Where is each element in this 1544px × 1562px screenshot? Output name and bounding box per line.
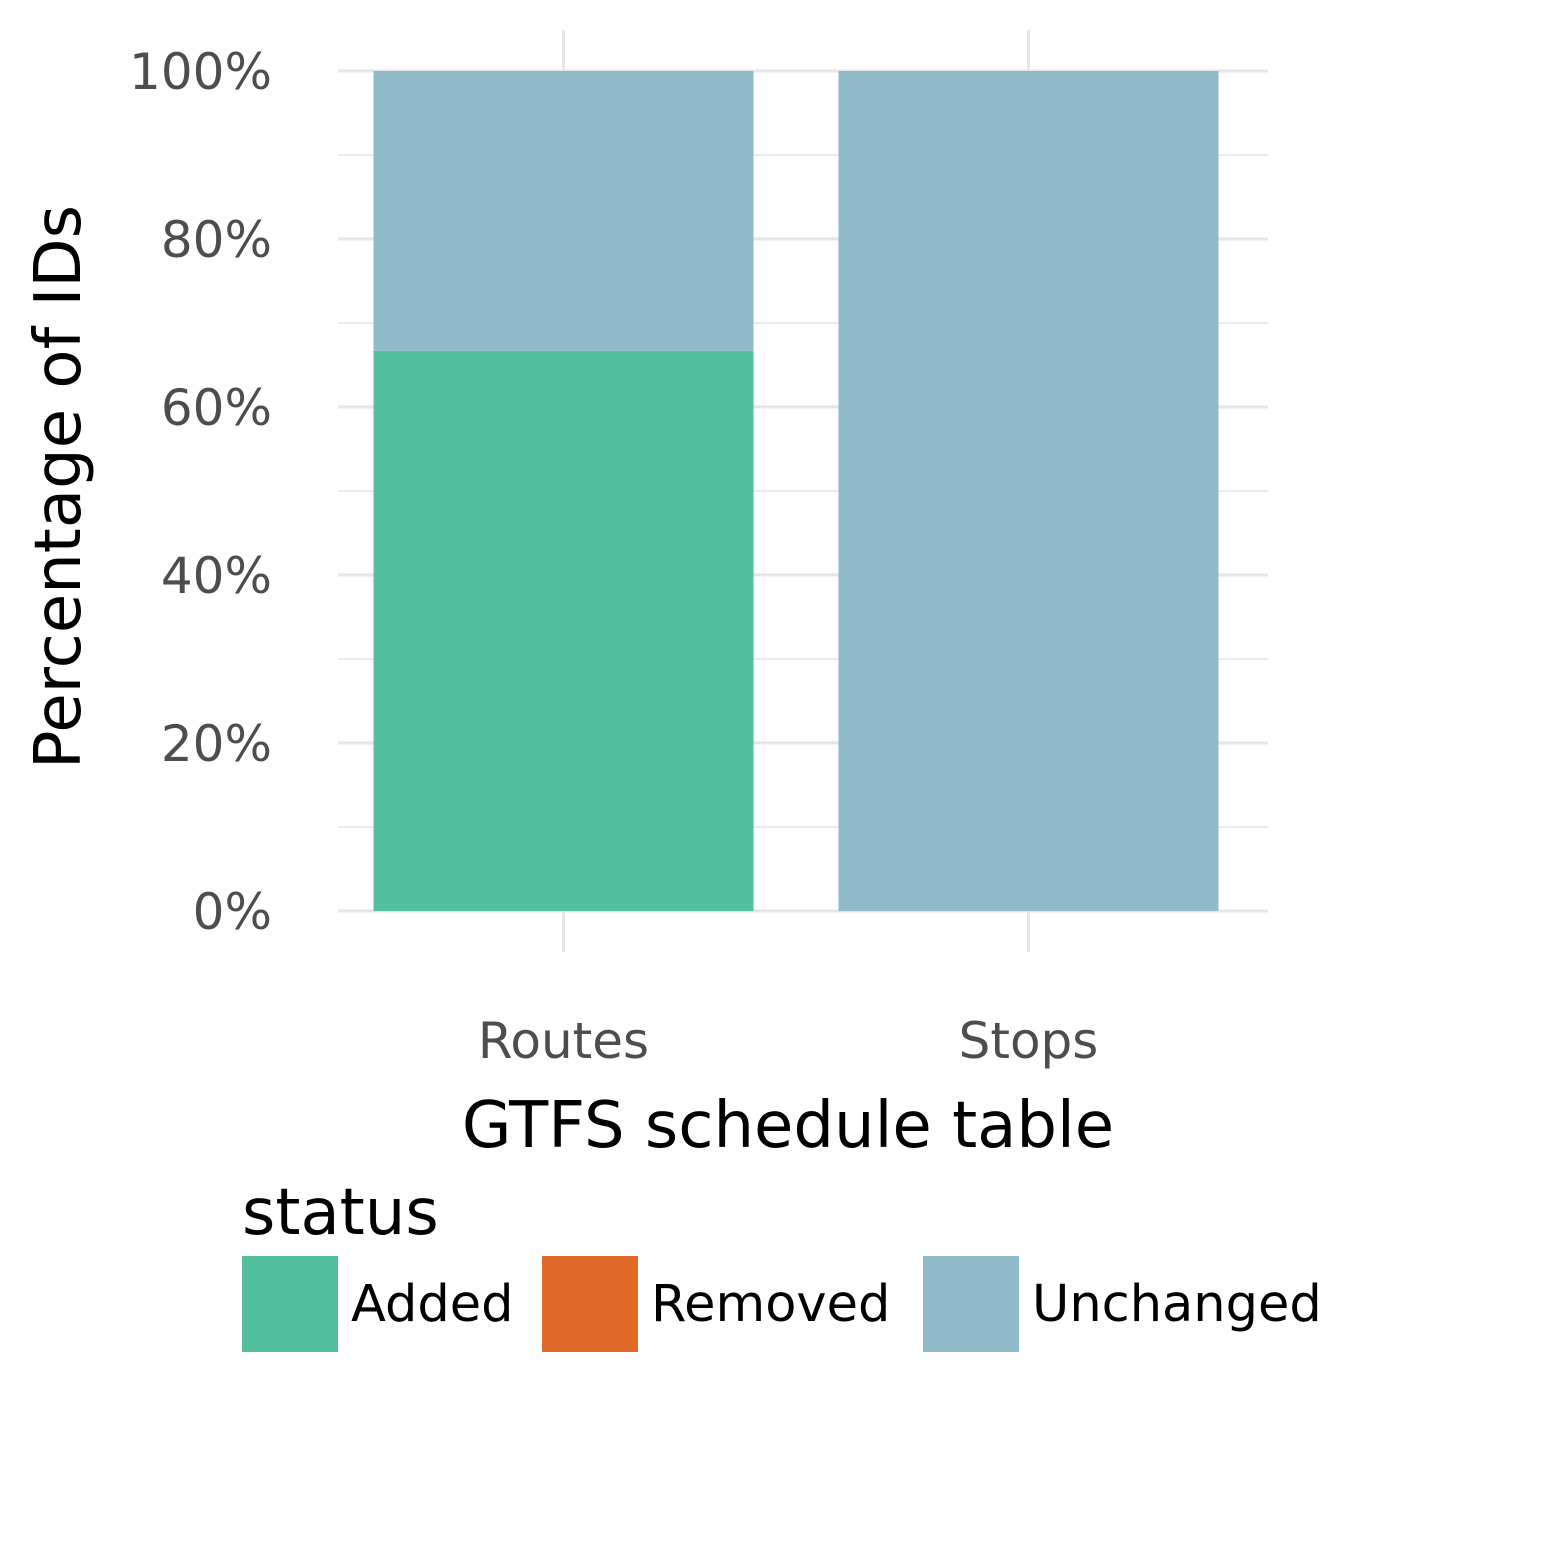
legend: status Added Removed Unchanged (242, 1176, 1322, 1352)
legend-title: status (242, 1176, 439, 1250)
x-axis-title: GTFS schedule table (462, 1089, 1114, 1163)
x-tick-label: Routes (478, 1012, 649, 1070)
legend-label-removed: Removed (651, 1275, 890, 1334)
y-tick-label: 80% (161, 211, 272, 269)
legend-items: Added Removed Unchanged (242, 1256, 1322, 1352)
y-tick-label: 20% (161, 715, 272, 773)
legend-swatch-removed (542, 1256, 638, 1352)
y-axis-title: Percentage of IDs (22, 205, 96, 769)
legend-label-unchanged: Unchanged (1032, 1275, 1322, 1334)
bar-routes-unchanged (373, 71, 754, 351)
x-tick-labels: Routes Stops (478, 1012, 1098, 1070)
legend-swatch-added (242, 1256, 338, 1352)
legend-label-added: Added (351, 1275, 514, 1334)
y-tick-label: 100% (129, 43, 272, 101)
y-tick-labels: 0% 20% 40% 60% 80% 100% (129, 43, 272, 941)
y-tick-label: 0% (193, 883, 272, 941)
bar-routes-added (373, 350, 754, 912)
y-tick-label: 60% (161, 379, 272, 437)
x-tick-label: Stops (959, 1012, 1099, 1070)
bar-stops-unchanged (838, 71, 1219, 911)
bars-group (373, 71, 1219, 912)
y-tick-label: 40% (161, 547, 272, 605)
legend-swatch-unchanged (923, 1256, 1019, 1352)
